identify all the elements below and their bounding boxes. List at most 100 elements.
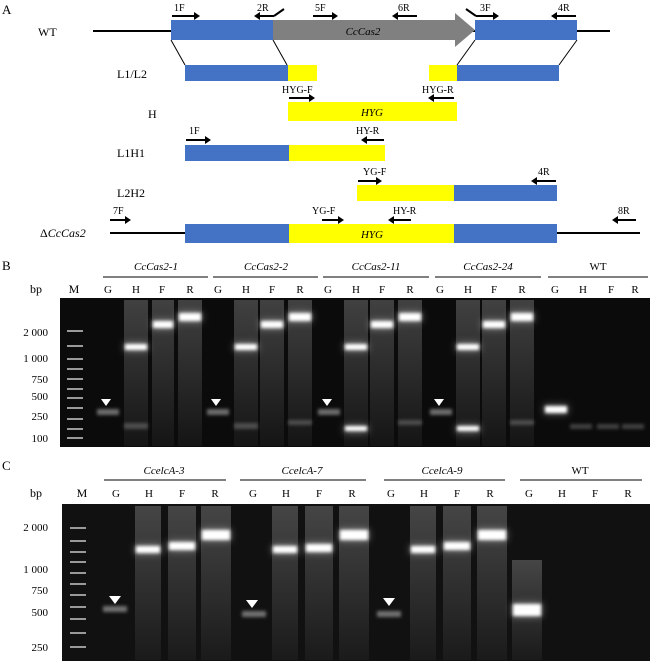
delta-row-label: ΔCcCas2 — [40, 226, 86, 240]
panel-b-label: B — [2, 258, 11, 273]
primer-4R: 4R — [551, 3, 576, 20]
svg-text:250: 250 — [32, 642, 49, 654]
svg-text:G: G — [525, 488, 533, 500]
primer-8R: 8R — [612, 206, 636, 224]
svg-text:500: 500 — [32, 391, 49, 403]
svg-text:CcelcA-3: CcelcA-3 — [144, 465, 185, 477]
svg-text:R: R — [211, 488, 219, 500]
panel-b-ladder-labels: 2 000 1 000 750 500 250 100 — [23, 327, 48, 445]
svg-text:R: R — [406, 284, 414, 296]
svg-text:1 000: 1 000 — [23, 353, 48, 365]
primer-HY-R-l1h1: HY-R — [356, 126, 384, 144]
panel-c-gel-bands — [70, 506, 542, 660]
svg-text:CcelcA-9: CcelcA-9 — [422, 465, 463, 477]
crossover-line-right-inner — [456, 39, 476, 66]
svg-text:HY-R: HY-R — [393, 206, 417, 217]
svg-text:H: H — [132, 284, 140, 296]
primer-HYG-F: HYG-F — [282, 85, 315, 102]
panel-b-lane-labels: G H F R G H F R G H F R G H F R G H F R — [104, 284, 639, 296]
svg-text:H: H — [242, 284, 250, 296]
svg-text:H: H — [579, 284, 587, 296]
svg-text:F: F — [592, 488, 598, 500]
svg-text:2 000: 2 000 — [23, 522, 48, 534]
crossover-line-left-inner — [272, 39, 288, 66]
svg-text:G: G — [112, 488, 120, 500]
panel-c-group-2: CcelcA-7 — [240, 465, 366, 481]
svg-text:WT: WT — [571, 465, 588, 477]
svg-text:4R: 4R — [558, 3, 570, 14]
delta-hyg-label: HYG — [360, 229, 383, 241]
svg-text:G: G — [214, 284, 222, 296]
panel-c-marker-label: M — [77, 486, 88, 500]
svg-text:F: F — [316, 488, 322, 500]
wt-right-flank — [475, 20, 577, 40]
svg-text:750: 750 — [32, 374, 49, 386]
svg-text:H: H — [420, 488, 428, 500]
panel-b-group-1: CcCas2-1 — [103, 261, 208, 278]
primer-HYG-R: HYG-R — [422, 85, 454, 102]
gene-label: CcCas2 — [346, 26, 381, 38]
l2h2-yellow-segment — [357, 185, 454, 201]
svg-text:CcCas2-2: CcCas2-2 — [244, 261, 289, 273]
svg-text:H: H — [558, 488, 566, 500]
panel-b-marker-label: M — [69, 282, 80, 296]
svg-text:8R: 8R — [618, 206, 630, 217]
svg-text:F: F — [454, 488, 460, 500]
l1h1-yellow-segment — [289, 145, 385, 161]
l1h1-blue-segment — [185, 145, 289, 161]
svg-text:1F: 1F — [174, 3, 185, 14]
svg-text:F: F — [491, 284, 497, 296]
hyg-fragment — [288, 102, 457, 121]
panel-b-group-3: CcCas2-11 — [323, 261, 429, 278]
svg-text:CcCas2-24: CcCas2-24 — [463, 261, 513, 273]
l1l2-row-label: L1/L2 — [117, 67, 147, 81]
svg-text:1 000: 1 000 — [23, 564, 48, 576]
svg-text:HYG-F: HYG-F — [282, 85, 313, 96]
svg-text:CcCas2-11: CcCas2-11 — [352, 261, 401, 273]
l2-yellow-overlap — [429, 65, 457, 81]
panel-c-ladder-labels: 2 000 1 000 750 500 250 — [23, 522, 48, 654]
svg-text:R: R — [296, 284, 304, 296]
svg-text:CcelcA-7: CcelcA-7 — [282, 465, 323, 477]
svg-text:G: G — [324, 284, 332, 296]
svg-text:R: R — [348, 488, 356, 500]
svg-text:G: G — [249, 488, 257, 500]
h-row-label: H — [148, 107, 157, 121]
panel-c-group-1: CcelcA-3 — [104, 465, 226, 481]
primer-1F-l1h1: 1F — [186, 126, 211, 144]
svg-text:500: 500 — [32, 607, 49, 619]
l2h2-blue-segment — [454, 185, 557, 201]
svg-text:HY-R: HY-R — [356, 126, 380, 137]
crossover-line-right-outer — [558, 39, 578, 66]
svg-text:750: 750 — [32, 585, 49, 597]
svg-text:H: H — [145, 488, 153, 500]
svg-text:F: F — [179, 488, 185, 500]
panel-c-bp-label: bp — [30, 486, 42, 500]
panel-a: A WT CcCas2 1F 2R 5F 6R — [2, 2, 640, 243]
svg-text:F: F — [269, 284, 275, 296]
wt-left-flank — [171, 20, 273, 40]
crossover-line-left-outer — [170, 39, 186, 66]
primer-YG-F-delta: YG-F — [312, 206, 344, 224]
panel-b-group-wt: WT — [548, 261, 648, 278]
svg-text:G: G — [387, 488, 395, 500]
primer-2R: 2R — [254, 3, 285, 20]
cccas2-gene-arrow — [273, 13, 475, 47]
svg-text:R: R — [518, 284, 526, 296]
panel-c: C bp M CcelcA-3 CcelcA-7 CcelcA-9 WT G H… — [2, 458, 650, 661]
svg-text:G: G — [104, 284, 112, 296]
svg-text:WT: WT — [589, 261, 606, 273]
primer-YG-F-l2h2: YG-F — [358, 167, 387, 185]
svg-text:2R: 2R — [257, 3, 269, 14]
svg-text:HYG-R: HYG-R — [422, 85, 454, 96]
l1h1-row-label: L1H1 — [117, 146, 145, 160]
primer-7F: 7F — [110, 206, 131, 224]
l1-yellow-overlap — [288, 65, 317, 81]
delta-left-flank — [185, 224, 289, 243]
wt-row-label: WT — [38, 25, 57, 39]
svg-text:5F: 5F — [315, 3, 326, 14]
svg-text:H: H — [352, 284, 360, 296]
panel-c-label: C — [2, 458, 11, 473]
svg-text:R: R — [486, 488, 494, 500]
svg-text:R: R — [624, 488, 632, 500]
